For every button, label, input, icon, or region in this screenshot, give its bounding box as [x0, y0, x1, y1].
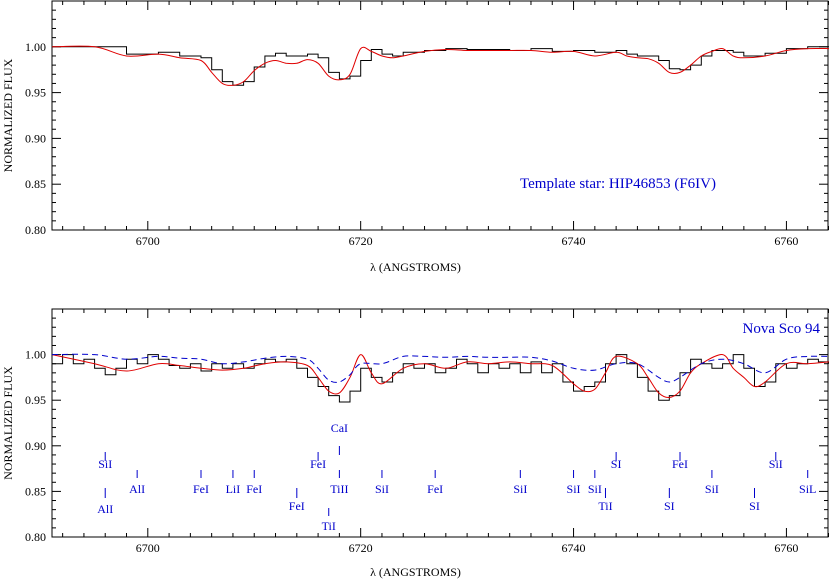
line-id-label: TiII	[330, 482, 348, 496]
x-axis-label: λ (ANGSTROMS)	[370, 565, 461, 579]
y-axis-label: NORMALIZED FLUX	[1, 366, 15, 480]
y-tick-label: 0.80	[25, 530, 46, 544]
x-tick-label: 6720	[349, 541, 373, 555]
line-id-label: SiI	[567, 482, 581, 496]
x-tick-label: 6760	[774, 541, 798, 555]
x-tick-label: 6760	[774, 234, 798, 248]
template-star-panel: 6700 6720 6740 6760 0.80 0.85 0.90 0.95 1.00 λ (A…	[1, 0, 829, 274]
y-tick-label: 0.85	[25, 177, 46, 191]
x-tick-label: 6720	[349, 234, 373, 248]
plot-frame	[51, 308, 829, 538]
line-id-label: AlI	[97, 502, 113, 516]
y-tick-label: 0.95	[25, 393, 46, 407]
smooth-series-line	[52, 45, 829, 86]
line-id-label: SiI	[375, 482, 389, 496]
line-id-label: FeI	[427, 482, 443, 496]
line-id-label: SI	[611, 457, 622, 471]
line-id-label: FeI	[289, 499, 305, 513]
line-id-label: SiI	[769, 457, 783, 471]
x-tick-label: 6740	[562, 234, 586, 248]
y-tick-label: 0.90	[25, 439, 46, 453]
y-axis-label: NORMALIZED FLUX	[1, 58, 15, 172]
nova-sco-panel: 6700 6720 6740 6760 0.80 0.85 0.90 0.95 1.00 λ (A…	[1, 308, 829, 579]
y-tick-label: 1.00	[25, 40, 46, 54]
line-id-label: FeI	[246, 482, 262, 496]
line-id-label: TiI	[598, 499, 612, 513]
plot-frame	[51, 0, 829, 231]
line-id-label: TiI	[322, 519, 336, 533]
line-id-label: SI	[664, 499, 675, 513]
line-id-label: CaI	[331, 421, 348, 435]
line-id-label: SI	[749, 499, 760, 513]
histogram-series-line	[52, 354, 829, 403]
line-id-label: FeI	[310, 457, 326, 471]
panel-annotation: Nova Sco 94	[743, 321, 821, 337]
line-id-label: FeI	[672, 457, 688, 471]
histogram-series-line	[52, 46, 829, 86]
line-id-label: AlI	[129, 482, 145, 496]
y-tick-label: 1.00	[25, 348, 46, 362]
series-group	[52, 353, 829, 403]
y-tick-label: 0.80	[25, 223, 46, 237]
x-tick-label: 6740	[562, 541, 586, 555]
panel-annotation: Template star: HIP46853 (F6IV)	[520, 176, 716, 192]
x-tick-label: 6700	[136, 234, 160, 248]
y-tick-label: 0.95	[25, 86, 46, 100]
dashed-series-line	[52, 353, 829, 383]
line-id-label: SiL	[799, 482, 816, 496]
smooth-series-line	[52, 354, 829, 399]
line-id-label: SiI	[588, 482, 602, 496]
y-tick-label: 0.90	[25, 131, 46, 145]
line-id-label: SiI	[705, 482, 719, 496]
x-tick-label: 6700	[136, 541, 160, 555]
x-axis-label: λ (ANGSTROMS)	[370, 260, 461, 274]
line-id-label: SiI	[513, 482, 527, 496]
line-id-label: SiI	[98, 457, 112, 471]
y-tick-label: 0.85	[25, 484, 46, 498]
line-id-label: LiI	[226, 482, 241, 496]
series-group	[52, 45, 829, 86]
line-id-label: FeI	[193, 482, 209, 496]
